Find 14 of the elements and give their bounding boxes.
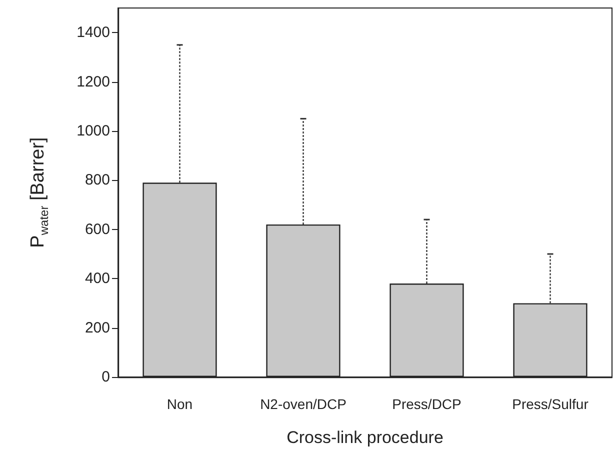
y-tick-label: 200 [84,319,110,336]
y-tick-label: 1400 [76,24,110,42]
y-tick-label: 0 [102,368,110,386]
y-tick-label: 400 [84,270,110,288]
y-tick-label: 800 [84,172,110,189]
x-axis-title: Cross-link procedure [286,428,444,447]
x-tick-label: N2-oven/DCP [260,396,346,412]
y-axis-title: Pwater [Barrer] [28,137,51,248]
x-tick-label: Press/Sulfur [512,396,589,412]
x-tick-label: Non [166,396,193,412]
y-tick-label: 1200 [76,73,110,90]
y-tick-label: 600 [84,220,110,238]
y-tick-label: 1000 [76,122,110,140]
x-tick-label: Press/DCP [392,396,462,412]
